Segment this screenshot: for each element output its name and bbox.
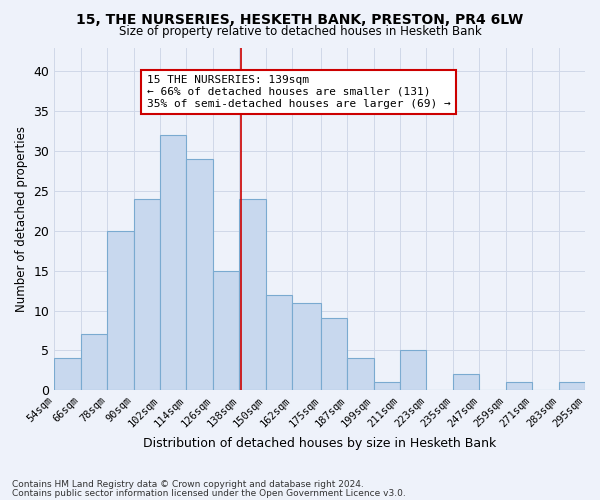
Bar (134, 199, 160, 390)
Y-axis label: Number of detached properties: Number of detached properties (15, 126, 28, 312)
Text: Size of property relative to detached houses in Hesketh Bank: Size of property relative to detached ho… (119, 25, 481, 38)
Bar (160, 135, 187, 390)
Bar (559, 382, 585, 390)
Bar (54, 358, 81, 390)
Bar (213, 270, 239, 390)
Text: Contains HM Land Registry data © Crown copyright and database right 2024.: Contains HM Land Registry data © Crown c… (12, 480, 364, 489)
Bar (374, 382, 400, 390)
X-axis label: Distribution of detached houses by size in Hesketh Bank: Distribution of detached houses by size … (143, 437, 496, 450)
Bar (107, 231, 134, 390)
Text: 15, THE NURSERIES, HESKETH BANK, PRESTON, PR4 6LW: 15, THE NURSERIES, HESKETH BANK, PRESTON… (76, 12, 524, 26)
Bar (400, 350, 427, 390)
Bar (453, 374, 479, 390)
Bar (506, 382, 532, 390)
Text: Contains public sector information licensed under the Open Government Licence v3: Contains public sector information licen… (12, 489, 406, 498)
Bar (239, 199, 266, 390)
Bar (266, 294, 292, 390)
Bar (187, 159, 213, 390)
Bar (292, 302, 321, 390)
Bar (81, 334, 107, 390)
Bar (321, 318, 347, 390)
Text: 15 THE NURSERIES: 139sqm
← 66% of detached houses are smaller (131)
35% of semi-: 15 THE NURSERIES: 139sqm ← 66% of detach… (147, 76, 451, 108)
Bar (347, 358, 374, 390)
